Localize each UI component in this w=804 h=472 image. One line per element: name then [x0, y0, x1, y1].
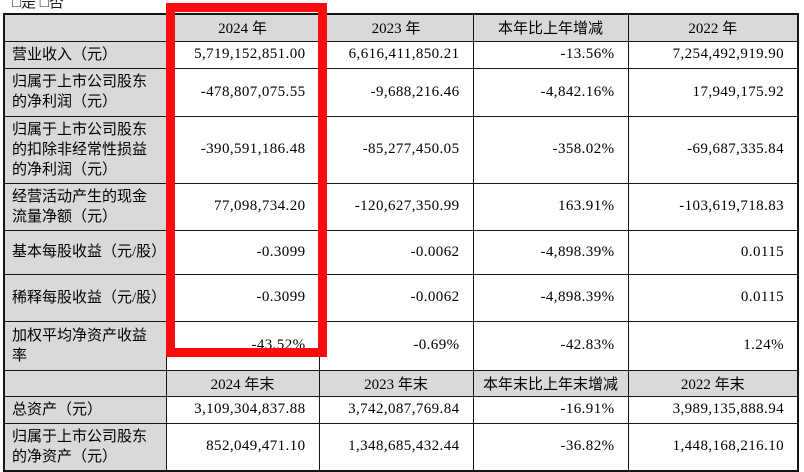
value-cell: 3,109,304,837.88	[165, 395, 320, 424]
value-cell: 0.0115	[627, 229, 799, 275]
metric-label: 加权平均净资产收益率	[3, 320, 167, 371]
value-cell: -0.3099	[165, 273, 320, 322]
value-cell: 3,989,135,888.94	[627, 395, 799, 424]
value-cell: 6,616,411,850.21	[318, 40, 474, 69]
value-cell: 1.24%	[627, 320, 799, 371]
value-cell: -478,807,075.55	[165, 67, 320, 117]
value-cell: 1,348,685,432.44	[318, 422, 474, 471]
value-cell: -0.69%	[318, 320, 474, 371]
value-cell: 163.91%	[472, 182, 629, 231]
value-cell: -36.82%	[472, 422, 629, 471]
column-header-yearend-change: 本年末比上年末增减	[472, 369, 629, 397]
value-cell: 852,049,471.10	[165, 422, 320, 471]
value-cell: -43.52%	[165, 320, 320, 371]
table-row-basic-eps: 基本每股收益（元/股） -0.3099 -0.0062 -4,898.39% 0…	[3, 229, 799, 275]
table-row-weighted-roe: 加权平均净资产收益率 -43.52% -0.69% -42.83% 1.24%	[3, 320, 799, 371]
table-row-revenue: 营业收入（元） 5,719,152,851.00 6,616,411,850.2…	[3, 40, 799, 69]
value-cell: -4,898.39%	[472, 229, 629, 275]
value-cell: 77,098,734.20	[165, 182, 320, 231]
value-cell: -358.02%	[472, 115, 629, 184]
value-cell: -16.91%	[472, 395, 629, 424]
value-cell: -103,619,718.83	[627, 182, 799, 231]
column-header-2024-end: 2024 年末	[165, 369, 320, 397]
value-cell: -0.3099	[165, 229, 320, 275]
value-cell: -85,277,450.05	[318, 115, 474, 184]
metric-label: 营业收入（元）	[3, 40, 167, 69]
value-cell: 7,254,492,919.90	[627, 40, 799, 69]
metric-label: 经营活动产生的现金流量净额（元）	[3, 182, 167, 231]
value-cell: -390,591,186.48	[165, 115, 320, 184]
value-cell: 0.0115	[627, 273, 799, 322]
corner-cell	[3, 369, 167, 397]
table-row-net-assets: 归属于上市公司股东的净资产（元） 852,049,471.10 1,348,68…	[3, 422, 799, 471]
metric-label: 归属于上市公司股东的净资产（元）	[3, 422, 167, 471]
column-header-2022: 2022 年	[627, 13, 799, 42]
table-row-net-profit-deducted: 归属于上市公司股东的扣除非经常性损益的净利润（元） -390,591,186.4…	[3, 115, 799, 184]
table-row-net-profit: 归属于上市公司股东的净利润（元） -478,807,075.55 -9,688,…	[3, 67, 799, 117]
column-header-2023: 2023 年	[318, 13, 474, 42]
table-row-operating-cashflow: 经营活动产生的现金流量净额（元） 77,098,734.20 -120,627,…	[3, 182, 799, 231]
metric-label: 归属于上市公司股东的净利润（元）	[3, 67, 167, 117]
value-cell: -0.0062	[318, 229, 474, 275]
table-row-diluted-eps: 稀释每股收益（元/股） -0.3099 -0.0062 -4,898.39% 0…	[3, 273, 799, 322]
column-header-2024: 2024 年	[165, 13, 320, 42]
top-note-clipped: □是 □否	[12, 0, 64, 11]
value-cell: -120,627,350.99	[318, 182, 474, 231]
metric-label: 稀释每股收益（元/股）	[3, 273, 167, 322]
value-cell: -13.56%	[472, 40, 629, 69]
column-header-2022-end: 2022 年末	[627, 369, 799, 397]
value-cell: 5,719,152,851.00	[165, 40, 320, 69]
corner-cell	[3, 13, 167, 42]
value-cell: 3,742,087,769.84	[318, 395, 474, 424]
value-cell: -42.83%	[472, 320, 629, 371]
metric-label: 归属于上市公司股东的扣除非经常性损益的净利润（元）	[3, 115, 167, 184]
value-cell: 17,949,175.92	[627, 67, 799, 117]
table-row-total-assets: 总资产（元） 3,109,304,837.88 3,742,087,769.84…	[3, 395, 799, 424]
metric-label: 基本每股收益（元/股）	[3, 229, 167, 275]
column-header-2023-end: 2023 年末	[318, 369, 474, 397]
annual-header-row: 2024 年 2023 年 本年比上年增减 2022 年	[3, 13, 799, 42]
value-cell: -0.0062	[318, 273, 474, 322]
column-header-yoy-change: 本年比上年增减	[472, 13, 629, 42]
value-cell: -69,687,335.84	[627, 115, 799, 184]
metric-label: 总资产（元）	[3, 395, 167, 424]
financial-summary-table: 2024 年 2023 年 本年比上年增减 2022 年 营业收入（元） 5,7…	[3, 13, 799, 472]
value-cell: -4,898.39%	[472, 273, 629, 322]
value-cell: -9,688,216.46	[318, 67, 474, 117]
yearend-header-row: 2024 年末 2023 年末 本年末比上年末增减 2022 年末	[3, 369, 799, 397]
value-cell: 1,448,168,216.10	[627, 422, 799, 471]
value-cell: -4,842.16%	[472, 67, 629, 117]
